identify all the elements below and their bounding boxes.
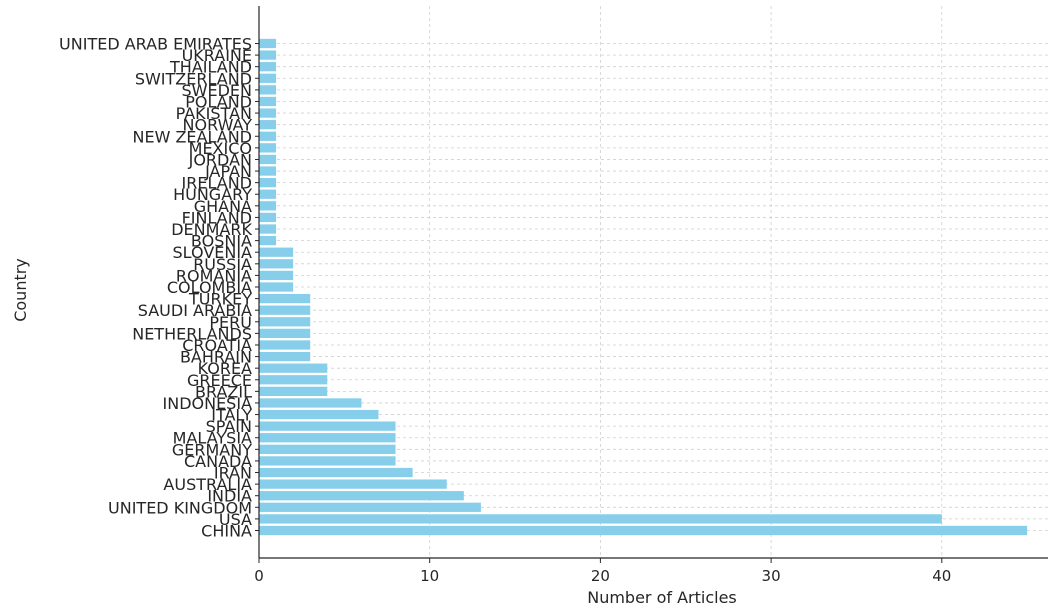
category-label-bosnia: BOSNIA xyxy=(191,232,252,251)
category-label-romania: ROMANIA xyxy=(176,266,252,285)
category-label-united-kingdom: UNITED KINGDOM xyxy=(108,498,252,517)
bar-canada xyxy=(259,456,396,466)
bar-bosnia xyxy=(259,235,277,246)
category-label-pakistan: PAKISTAN xyxy=(176,104,252,123)
category-label-slovenia: SLOVENIA xyxy=(173,243,253,262)
category-label-peru: PERU xyxy=(209,313,252,332)
category-label-hungary: HUNGARY xyxy=(173,185,252,204)
category-label-canada: CANADA xyxy=(184,452,252,471)
bar-iran xyxy=(259,467,413,478)
x-ticks: 0 10 20 30 40 xyxy=(254,558,951,585)
category-label-switzerland: SWITZERLAND xyxy=(135,69,252,88)
category-label-poland: POLAND xyxy=(185,92,252,111)
bar-usa xyxy=(259,514,942,524)
bar-saudi-arabia xyxy=(259,305,311,315)
category-label-australia: AUSTRALIA xyxy=(163,475,252,494)
category-label-brazil: BRAZIL xyxy=(195,382,252,401)
category-label-croatia: CROATIA xyxy=(182,336,252,355)
bar-pakistan xyxy=(259,108,277,118)
bar-hungary xyxy=(259,189,277,199)
category-label-spain: SPAIN xyxy=(206,417,252,436)
x-axis-label: Number of Articles xyxy=(587,588,737,604)
bar-japan xyxy=(259,166,277,176)
category-label-denmark: DENMARK xyxy=(171,220,252,239)
bar-greece xyxy=(259,375,328,385)
bar-finland xyxy=(259,212,277,223)
bar-ukraine xyxy=(259,50,277,60)
bar-australia xyxy=(259,479,447,489)
category-label-bahrain: BAHRAIN xyxy=(180,348,252,367)
x-tick-label-0: 0 xyxy=(254,567,264,585)
category-label-italy: ITALY xyxy=(211,406,252,425)
category-label-korea: KOREA xyxy=(198,359,252,378)
category-label-iran: IRAN xyxy=(214,464,252,483)
bar-poland xyxy=(259,96,277,107)
category-label-ghana: GHANA xyxy=(194,197,252,216)
x-tick-label-30: 30 xyxy=(762,567,781,585)
category-label-china: CHINA xyxy=(201,522,252,541)
bar-turkey xyxy=(259,293,311,304)
bar-indonesia xyxy=(259,398,362,408)
category-label-sweden: SWEDEN xyxy=(182,81,252,100)
x-tick-label-40: 40 xyxy=(932,567,951,585)
bar-united-kingdom xyxy=(259,502,481,512)
bar-korea xyxy=(259,363,328,373)
bar-spain xyxy=(259,421,396,431)
category-label-malaysia: MALAYSIA xyxy=(173,429,252,448)
bar-slovenia xyxy=(259,247,294,257)
category-label-jordan: JORDAN xyxy=(188,150,252,169)
category-label-colombia: COLOMBIA xyxy=(167,278,252,297)
category-label-mexico: MEXICO xyxy=(189,139,252,158)
category-label-indonesia: INDONESIA xyxy=(163,394,253,413)
category-label-turkey: TURKEY xyxy=(188,290,252,309)
bar-china xyxy=(259,525,1028,536)
bar-romania xyxy=(259,270,294,281)
category-label-thailand: THAILAND xyxy=(169,58,252,77)
category-label-norway: NORWAY xyxy=(183,116,253,135)
bar-colombia xyxy=(259,282,294,292)
category-label-united-arab-emirates: UNITED ARAB EMIRATES xyxy=(59,35,252,54)
category-label-japan: JAPAN xyxy=(204,162,252,181)
bar-india xyxy=(259,491,464,501)
bar-ghana xyxy=(259,201,277,211)
bar-thailand xyxy=(259,62,277,72)
category-label-finland: FINLAND xyxy=(182,208,252,227)
x-tick-label-10: 10 xyxy=(420,567,439,585)
category-label-india: INDIA xyxy=(207,487,252,506)
bar-united-arab-emirates xyxy=(259,38,277,49)
bar-sweden xyxy=(259,85,277,95)
category-label-netherlands: NETHERLANDS xyxy=(132,324,252,343)
category-label-russia: RUSSIA xyxy=(193,255,252,274)
bar-new-zealand xyxy=(259,131,277,141)
bar-denmark xyxy=(259,224,277,234)
bar-jordan xyxy=(259,154,277,165)
bar-mexico xyxy=(259,143,277,153)
bar-croatia xyxy=(259,340,311,350)
bar-brazil xyxy=(259,386,328,396)
bar-peru xyxy=(259,317,311,327)
bars xyxy=(259,38,1028,536)
bar-norway xyxy=(259,120,277,130)
bar-bahrain xyxy=(259,351,311,362)
bar-malaysia xyxy=(259,433,396,443)
bar-russia xyxy=(259,259,294,269)
bar-ireland xyxy=(259,178,277,188)
y-axis-label: Country xyxy=(11,258,30,322)
bar-switzerland xyxy=(259,73,277,83)
x-tick-label-20: 20 xyxy=(591,567,610,585)
bar-netherlands xyxy=(259,328,311,339)
category-label-ukraine: UKRAINE xyxy=(182,46,252,65)
category-label-new-zealand: NEW ZEALAND xyxy=(132,127,252,146)
category-label-saudi-arabia: SAUDI ARABIA xyxy=(138,301,252,320)
category-label-ireland: IRELAND xyxy=(182,174,252,193)
category-label-usa: USA xyxy=(219,510,252,529)
bar-germany xyxy=(259,444,396,454)
category-label-germany: GERMANY xyxy=(172,440,252,459)
bar-italy xyxy=(259,409,379,420)
category-label-greece: GREECE xyxy=(187,371,252,390)
